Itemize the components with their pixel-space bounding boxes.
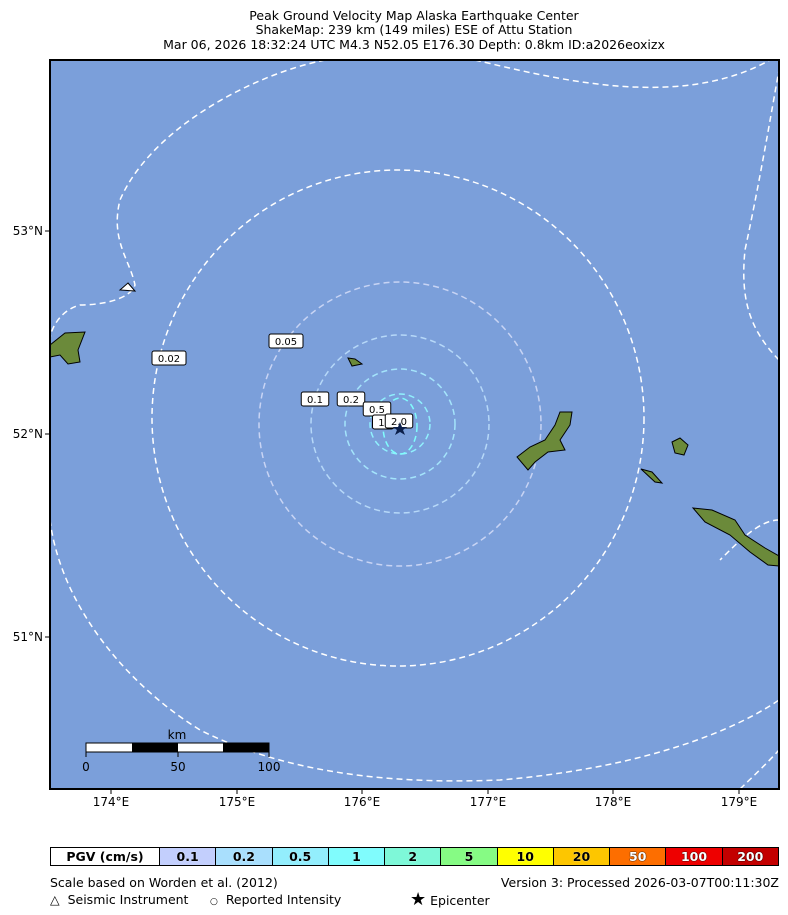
map-frame [49,59,780,790]
contour-label: 0.05 [275,337,297,348]
island [640,468,664,484]
shakemap-map: 174°E 175°E 176°E 177°E 178°E 179°E 53°N 52°N 51… [13,59,780,809]
circle-icon: ○ [210,897,218,907]
triangle-icon: △ [50,892,60,907]
legend-bin: 0.2 [215,848,272,865]
scale-tick: 50 [170,760,185,774]
island [347,357,364,367]
star-icon: ★ [410,889,427,910]
epicenter-label: Epicenter [430,893,490,908]
legend-bin-value: 10 [516,849,534,864]
contour-0.2 [310,334,490,514]
legend-bin-value: 1 [352,849,361,864]
legend-bin: 20 [552,848,610,865]
lon-tick-label: 174°E [93,795,130,809]
map-title-line1: Peak Ground Velocity Map Alaska Earthqua… [249,8,579,23]
contour-1 [369,393,431,455]
island [50,331,86,365]
island [118,282,137,292]
contour-label: 2.0 [391,417,407,428]
legend-bin: 100 [665,848,722,865]
map-title-line3: Mar 06, 2026 18:32:24 UTC M4.3 N52.05 E1… [163,37,665,52]
legend-bin: 0.5 [271,848,328,865]
legend-bin-value: 2 [408,849,418,864]
version-info: Version 3: Processed 2026-03-07T00:11:30… [500,875,779,890]
contour-label: 0.2 [343,395,359,406]
legend-label: PGV (cm/s) [51,848,159,865]
contour-0.05 [151,169,645,667]
lon-tick-label: 176°E [344,795,381,809]
legend-bin-value: 0.1 [176,849,199,864]
lat-tick-label: 52°N [13,427,43,441]
lon-tick-label: 177°E [470,795,507,809]
contour-label-box [336,391,366,407]
island [516,411,573,471]
island [691,507,779,567]
lon-tick-label: 178°E [595,795,632,809]
contour-label-box [300,391,330,407]
scale-note: Scale based on Worden et al. (2012) [50,875,278,890]
contour-label: 1. [378,418,388,429]
island [671,437,689,456]
legend-bin-value: 50 [629,849,647,864]
lon-tick-label: 179°E [721,795,758,809]
contour-label: 0.1 [307,395,323,406]
epicenter-star-icon [393,422,407,435]
legend-bin-value: 20 [572,849,591,864]
contour-0.02 [50,60,779,789]
legend-bin: 5 [440,848,497,865]
reported-intensity-label: Reported Intensity [225,892,342,907]
contour-label: 0.02 [158,354,180,365]
legend-bin: 2 [384,848,441,865]
contour-label-box [268,333,304,349]
legend-bin: 50 [609,848,666,865]
legend-bin-value: 5 [464,849,474,864]
contour-0.1 [258,281,542,567]
map-title-line2: ShakeMap: 239 km (149 miles) ESE of Attu… [255,22,573,37]
legend-bin-value: 100 [680,849,708,864]
contour-label: 0.5 [369,405,385,416]
legend-bin: 0.1 [159,848,216,865]
scale-bar: km 0 50 100 [82,728,280,774]
legend-bin-value: 0.2 [232,849,255,864]
legend-bin-value: 0.5 [289,849,312,864]
lon-tick-label: 175°E [219,795,256,809]
contour-label-box [151,350,187,366]
lat-tick-label: 53°N [13,224,43,238]
lat-tick-label: 51°N [13,630,43,644]
seismic-instrument-label: Seismic Instrument [67,892,189,907]
scale-tick: 100 [258,760,281,774]
legend-bin: 10 [496,848,553,865]
scale-tick: 0 [82,760,90,774]
ocean [50,60,779,789]
pgv-legend: PGV (cm/s) 0.1 0.2 0.5 1 2 5 10 20 50 100 200 [50,847,779,866]
scale-unit: km [168,728,187,742]
legend-bin: 200 [721,848,778,865]
contour-0.5 [344,368,456,480]
legend-bin: 1 [327,848,385,865]
legend-bin-value: 200 [737,849,764,864]
